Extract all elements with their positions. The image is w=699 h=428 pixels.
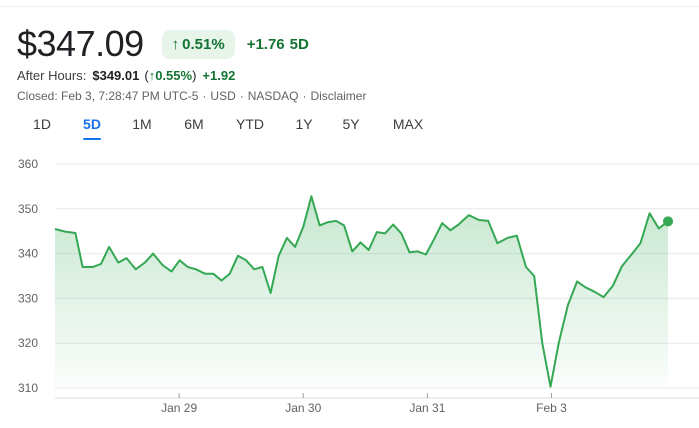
disclaimer-link[interactable]: Disclaimer xyxy=(310,89,367,103)
change-period: 5D xyxy=(289,35,309,53)
after-hours-price: $349.01 xyxy=(92,68,140,83)
closed-time: Closed: Feb 3, 7:28:47 PM UTC-5 xyxy=(17,89,199,103)
x-tick-label: Jan 31 xyxy=(409,401,445,415)
x-tick-label: Jan 29 xyxy=(161,401,197,415)
x-tick-label: Feb 3 xyxy=(536,401,567,415)
change-absolute: +1.76 xyxy=(246,35,285,53)
y-tick-label: 320 xyxy=(18,336,38,350)
tab-5y[interactable]: 5Y xyxy=(342,116,360,132)
change-absolute-group: +1.76 5D xyxy=(247,36,309,53)
change-percent: 0.51% xyxy=(182,35,225,53)
tab-6m[interactable]: 6M xyxy=(184,116,204,132)
y-tick-label: 360 xyxy=(18,157,38,171)
price-line xyxy=(54,195,669,388)
tab-5d[interactable]: 5D xyxy=(83,116,101,140)
arrow-up-icon: ↑ xyxy=(171,35,180,53)
tab-1y[interactable]: 1Y xyxy=(295,116,313,132)
after-hours-percent: (↑0.55%) xyxy=(144,68,197,83)
y-tick-label: 340 xyxy=(18,247,38,261)
arrow-up-icon: ↑ xyxy=(148,68,156,83)
change-percent-badge: ↑ 0.51% xyxy=(161,29,235,59)
currency: USD xyxy=(210,89,236,103)
market-status-line: Closed: Feb 3, 7:28:47 PM UTC-5 · USD · NASD… xyxy=(17,89,367,103)
tab-1d[interactable]: 1D xyxy=(33,116,51,132)
after-hours-change: +1.92 xyxy=(202,68,236,83)
after-hours-row: After Hours: $349.01 (↑0.55%) +1.92 xyxy=(17,68,235,83)
x-tick-label: Jan 30 xyxy=(285,401,321,415)
current-price-marker xyxy=(663,216,673,227)
current-price: $347.09 xyxy=(17,23,144,64)
tab-max[interactable]: MAX xyxy=(392,116,424,132)
tab-ytd[interactable]: YTD xyxy=(236,116,264,132)
y-tick-label: 330 xyxy=(18,291,38,305)
tab-1m[interactable]: 1M xyxy=(132,116,152,132)
top-divider xyxy=(0,6,699,7)
after-hours-label: After Hours: xyxy=(17,68,87,83)
price-header: $347.09 ↑ 0.51% +1.76 5D xyxy=(17,23,309,65)
exchange: NASDAQ xyxy=(247,89,299,103)
y-tick-label: 350 xyxy=(18,202,38,216)
price-area-fill xyxy=(55,196,668,388)
y-tick-label: 310 xyxy=(18,381,38,395)
